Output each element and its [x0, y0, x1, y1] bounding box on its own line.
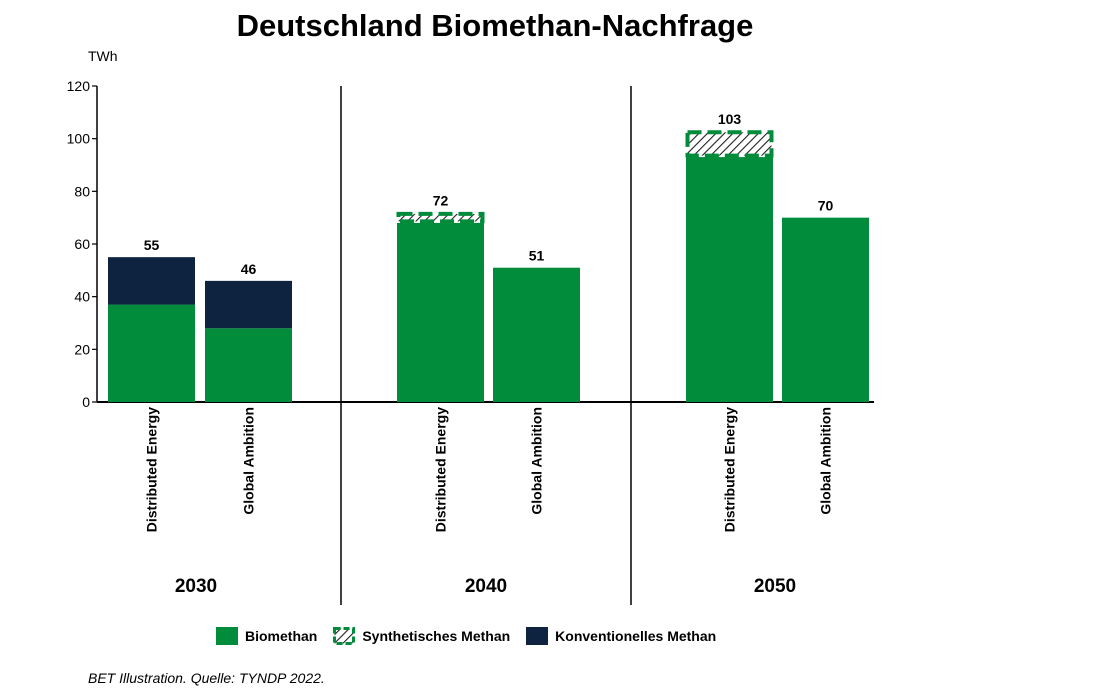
bar-total-label: 51 — [529, 248, 545, 264]
category-label: Global Ambition — [529, 407, 545, 515]
legend-item-biomethan: Biomethan — [216, 627, 317, 645]
legend-swatch-synthetisches-methan — [333, 627, 356, 645]
category-label: Distributed Energy — [433, 407, 449, 532]
bar-segment-biomethan — [782, 217, 869, 402]
y-tick-label: 120 — [67, 78, 91, 94]
legend: Biomethan Synthetisches Methan Konventio… — [216, 627, 732, 645]
legend-swatch-konventionelles-methan — [526, 627, 549, 645]
y-tick-label: 40 — [74, 289, 90, 305]
y-tick-label: 100 — [67, 131, 91, 147]
bar-total-label: 103 — [718, 111, 742, 127]
bar-segment-synthetisches-methan — [396, 211, 485, 224]
group-label: 2030 — [175, 576, 217, 597]
bar-total-label: 72 — [433, 192, 449, 208]
bar-segment-biomethan — [205, 328, 292, 402]
category-label: Global Ambition — [241, 407, 257, 515]
legend-item-synthetisches-methan: Synthetisches Methan — [333, 627, 510, 645]
y-tick-label: 60 — [74, 236, 90, 252]
category-label: Global Ambition — [818, 407, 834, 515]
group-label: 2050 — [754, 576, 796, 597]
category-label: Distributed Energy — [722, 407, 738, 532]
bar-segment-konventionelles-methan — [205, 280, 292, 329]
category-label: Distributed Energy — [144, 407, 160, 532]
legend-swatch-biomethan — [216, 627, 238, 645]
bar-segment-biomethan — [686, 157, 773, 402]
group-label: 2040 — [465, 576, 507, 597]
source-note: BET Illustration. Quelle: TYNDP 2022. — [88, 670, 325, 686]
y-tick-label: 80 — [74, 183, 90, 199]
bar-total-label: 70 — [818, 198, 834, 214]
legend-label-konventionelles-methan: Konventionelles Methan — [555, 628, 717, 644]
bar-segment-konventionelles-methan — [108, 257, 195, 305]
legend-label-biomethan: Biomethan — [245, 628, 318, 644]
legend-item-konventionelles-methan: Konventionelles Methan — [526, 627, 716, 645]
y-axis-unit: TWh — [88, 48, 118, 64]
bar-total-label: 46 — [241, 261, 257, 277]
y-tick-label: 20 — [74, 341, 90, 357]
bar-segment-biomethan — [397, 222, 484, 402]
chart-title: Deutschland Biomethan-Nachfrage — [236, 8, 754, 43]
y-tick-label: 0 — [82, 394, 90, 410]
legend-label-synthetisches-methan: Synthetisches Methan — [362, 628, 511, 644]
bar-segment-biomethan — [493, 267, 580, 402]
bar-total-label: 55 — [144, 237, 160, 253]
bar-segment-synthetisches-methan — [685, 130, 774, 158]
bar-segment-biomethan — [108, 304, 195, 402]
